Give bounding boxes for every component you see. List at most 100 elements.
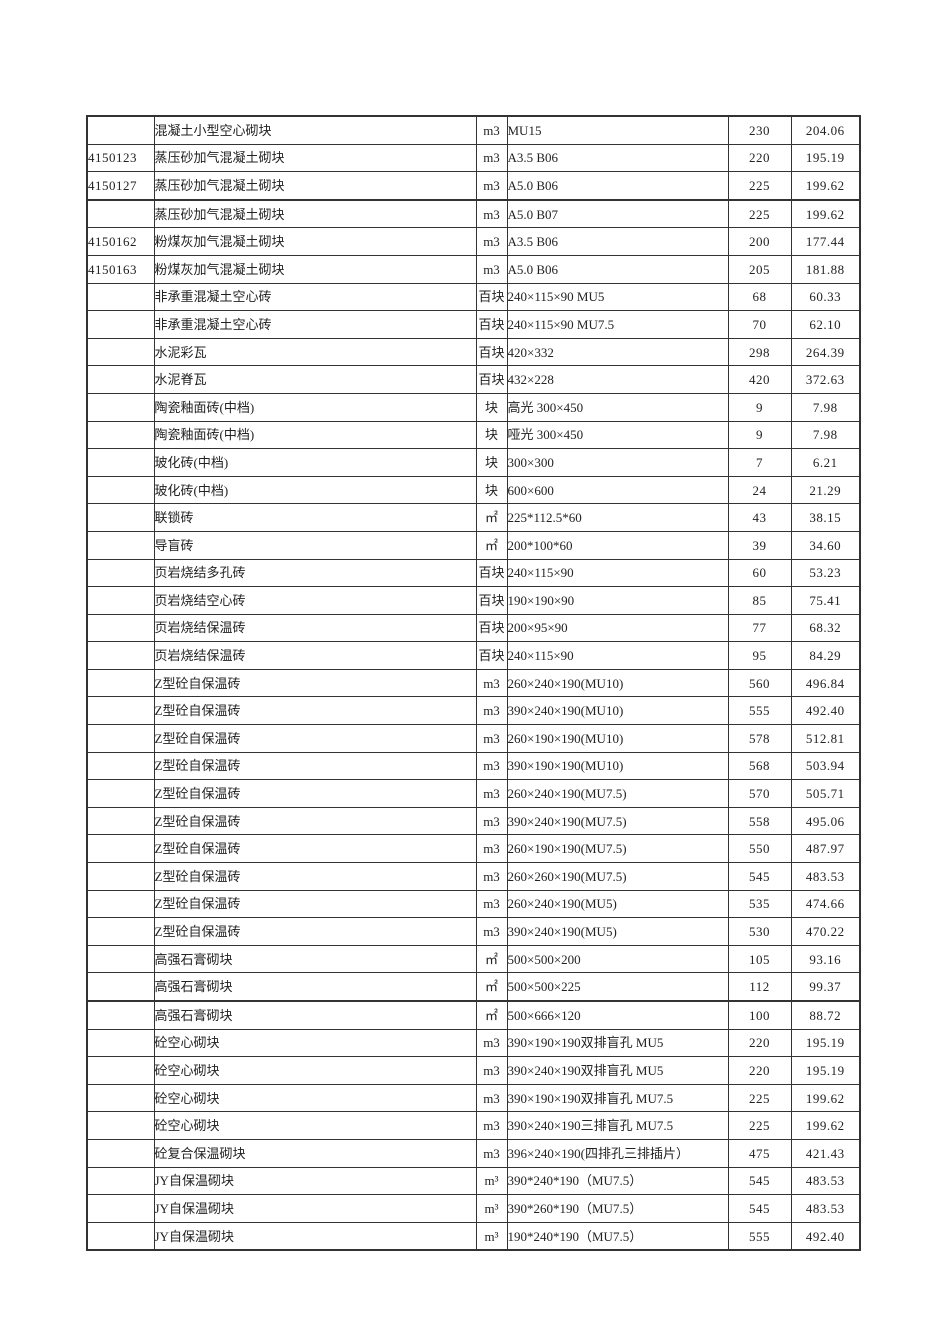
- table-row: 非承重混凝土空心砖 百块 240×115×90 MU5 68 60.33: [86, 282, 861, 312]
- table-row: 砼空心砌块 m3 390×240×190双排盲孔 MU5 220 195.19: [86, 1056, 861, 1085]
- cell-spec: A5.0 B06: [506, 171, 729, 201]
- cell-price2: 7.98: [790, 392, 861, 422]
- cell-spec: 420×332: [506, 337, 729, 367]
- cell-name: Z型砼自保温砖: [153, 668, 477, 698]
- cell-name: Z型砼自保温砖: [153, 724, 477, 753]
- cell-spec: 500×666×120: [506, 1000, 729, 1030]
- cell-price2: 470.22: [790, 917, 861, 946]
- cell-unit: 百块: [475, 558, 508, 588]
- cell-unit: 百块: [475, 365, 508, 394]
- cell-price1: 578: [727, 724, 792, 753]
- table-row: 砼空心砌块 m3 390×190×190双排盲孔 MU7.5 225 199.62: [86, 1083, 861, 1113]
- table-row: 砼复合保温砌块 m3 396×240×190(四排孔三排插片） 475 421.43: [86, 1138, 861, 1168]
- table-row: 4150163 粉煤灰加气混凝土砌块 m3 A5.0 B06 205 181.88: [86, 254, 861, 284]
- cell-spec: 200*100*60: [506, 530, 729, 560]
- cell-price2: 421.43: [790, 1138, 861, 1168]
- table-row: 陶瓷釉面砖(中档) 块哑光 300×450 9 7.98: [86, 420, 861, 450]
- cell-code: [86, 889, 155, 919]
- cell-price1: 105: [727, 944, 792, 974]
- cell-price1: 200: [727, 227, 792, 256]
- cell-price1: 9: [727, 392, 792, 422]
- cell-price2: 264.39: [790, 337, 861, 367]
- cell-unit: 百块: [475, 337, 508, 367]
- cell-name: Z型砼自保温砖: [153, 779, 477, 808]
- table-row: 4150127 蒸压砂加气混凝土砌块 m3 A5.0 B06 225 199.62: [86, 171, 861, 201]
- cell-code: [86, 668, 155, 698]
- cell-code: [86, 613, 155, 643]
- cell-unit: m3: [475, 696, 508, 726]
- cell-price2: 483.53: [790, 1166, 861, 1196]
- table-row: 蒸压砂加气混凝土砌块 m3 A5.0 B07 225 199.62: [86, 199, 861, 229]
- cell-name: 蒸压砂加气混凝土砌块: [153, 171, 477, 201]
- table-row: JY自保温砌块 m³ 390*260*190（MU7.5） 545 483.53: [86, 1194, 861, 1223]
- cell-spec: 390*240*190（MU7.5）: [506, 1166, 729, 1196]
- cell-unit: m3: [475, 724, 508, 753]
- cell-price1: 77: [727, 613, 792, 643]
- cell-price2: 34.60: [790, 530, 861, 560]
- cell-spec: 225*112.5*60: [506, 503, 729, 532]
- cell-spec: 240×115×90 MU7.5: [506, 310, 729, 339]
- cell-code: [86, 1056, 155, 1085]
- cell-code: [86, 1194, 155, 1223]
- cell-code: [86, 1028, 155, 1058]
- cell-price2: 487.97: [790, 834, 861, 864]
- cell-price2: 195.19: [790, 1028, 861, 1058]
- cell-code: [86, 641, 155, 670]
- cell-unit: m3: [475, 115, 508, 145]
- table-row: 混凝土小型空心砌块 m3 MU15 230 204.06: [86, 115, 861, 145]
- cell-code: [86, 834, 155, 864]
- cell-spec: 600×600: [506, 475, 729, 505]
- cell-name: 玻化砖(中档): [153, 475, 477, 505]
- cell-unit: m3: [475, 806, 508, 836]
- price-table-body: 混凝土小型空心砌块 m3 MU15 230 204.06 4150123 蒸压砂加气混凝土砌…: [86, 115, 861, 1251]
- cell-unit: m3: [475, 1111, 508, 1140]
- cell-code: [86, 1138, 155, 1168]
- cell-price2: 505.71: [790, 779, 861, 808]
- cell-code: [86, 448, 155, 477]
- cell-price2: 204.06: [790, 115, 861, 145]
- cell-name: 砼空心砌块: [153, 1083, 477, 1113]
- cell-code: 4150162: [86, 227, 155, 256]
- material-price-table: 混凝土小型空心砌块 m3 MU15 230 204.06 4150123 蒸压砂加气混凝土砌…: [86, 115, 861, 1252]
- cell-price1: 570: [727, 779, 792, 808]
- cell-code: [86, 282, 155, 312]
- cell-price1: 205: [727, 254, 792, 284]
- cell-spec: 哑光 300×450: [506, 420, 729, 450]
- cell-name: JY自保温砌块: [153, 1166, 477, 1196]
- cell-spec: 390×240×190三排盲孔 MU7.5: [506, 1111, 729, 1140]
- cell-spec: 190*240*190（MU7.5）: [506, 1221, 729, 1251]
- cell-price2: 68.32: [790, 613, 861, 643]
- table-row: Z型砼自保温砖 m3 260×190×190(MU10) 578 512.81: [86, 724, 861, 753]
- cell-code: [86, 558, 155, 588]
- cell-name: 水泥脊瓦: [153, 365, 477, 394]
- cell-unit: 块: [475, 448, 508, 477]
- cell-name: 陶瓷釉面砖(中档): [153, 420, 477, 450]
- cell-unit: 百块: [475, 282, 508, 312]
- cell-spec: 432×228: [506, 365, 729, 394]
- table-row: Z型砼自保温砖 m3 260×240×190(MU7.5) 570 505.71: [86, 779, 861, 808]
- cell-spec: 高光 300×450: [506, 392, 729, 422]
- table-row: 非承重混凝土空心砖 百块 240×115×90 MU7.5 70 62.10: [86, 310, 861, 339]
- cell-price1: 298: [727, 337, 792, 367]
- table-row: Z型砼自保温砖 m3 390×240×190(MU10) 555 492.40: [86, 696, 861, 726]
- cell-price2: 6.21: [790, 448, 861, 477]
- cell-code: [86, 199, 155, 229]
- cell-price2: 88.72: [790, 1000, 861, 1030]
- table-row: Z型砼自保温砖 m3 260×190×190(MU7.5) 550 487.97: [86, 834, 861, 864]
- cell-price2: 195.19: [790, 1056, 861, 1085]
- cell-unit: m3: [475, 862, 508, 891]
- cell-code: [86, 337, 155, 367]
- cell-spec: A5.0 B06: [506, 254, 729, 284]
- cell-spec: 260×240×190(MU7.5): [506, 779, 729, 808]
- cell-unit: ㎡: [475, 972, 508, 1003]
- cell-price1: 555: [727, 696, 792, 726]
- cell-unit: m3: [475, 227, 508, 256]
- table-row: 4150123 蒸压砂加气混凝土砌块 m3 A3.5 B06 220 195.19: [86, 143, 861, 173]
- cell-price1: 420: [727, 365, 792, 394]
- cell-price2: 93.16: [790, 944, 861, 974]
- cell-price1: 43: [727, 503, 792, 532]
- cell-unit: 百块: [475, 613, 508, 643]
- cell-name: 砼空心砌块: [153, 1056, 477, 1085]
- cell-spec: 240×115×90: [506, 641, 729, 670]
